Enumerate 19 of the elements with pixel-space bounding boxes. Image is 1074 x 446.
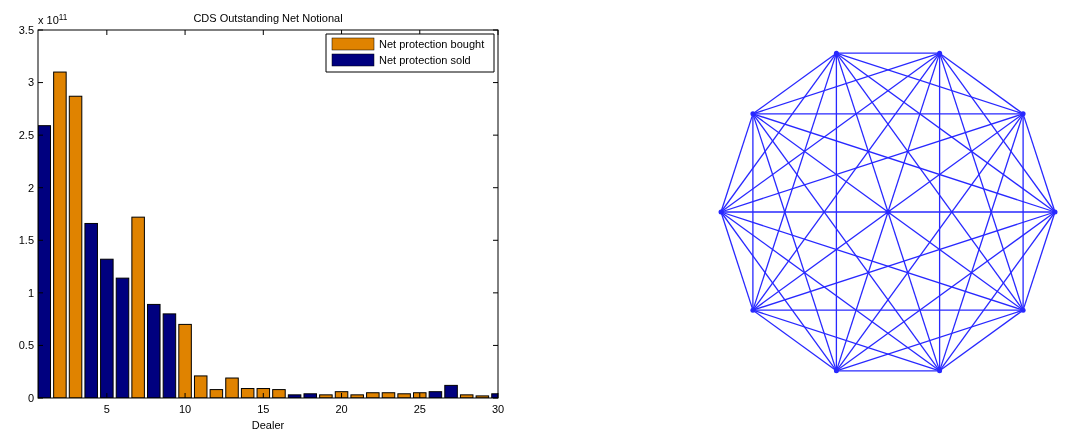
y-tick-label: 0 <box>27 391 34 404</box>
x-tick-label: 20 <box>335 403 348 415</box>
y-tick-label: 1 <box>27 286 34 299</box>
legend-label: Net protection sold <box>379 54 471 66</box>
legend-label: Net protection bought <box>379 38 485 50</box>
y-tick-label: 3 <box>27 76 34 89</box>
y-tick-label: 0.5 <box>18 339 34 352</box>
x-tick-label: 30 <box>491 403 505 415</box>
y-tick-label: 2 <box>27 181 34 194</box>
y-tick-label: 2.5 <box>18 128 34 141</box>
y-tick-label: 3.5 <box>18 23 34 36</box>
x-tick-label: 5 <box>103 403 110 415</box>
chart-title: CDS Outstanding Net Notional <box>193 12 343 24</box>
x-tick-label: 25 <box>413 403 426 415</box>
y-tick-label: 1.5 <box>18 234 34 247</box>
x-axis-title: Dealer <box>251 419 285 431</box>
text: x 10$^{11}$ <box>38 12 68 26</box>
x-tick-label: 10 <box>178 403 192 415</box>
x-tick-label: 15 <box>257 403 270 415</box>
